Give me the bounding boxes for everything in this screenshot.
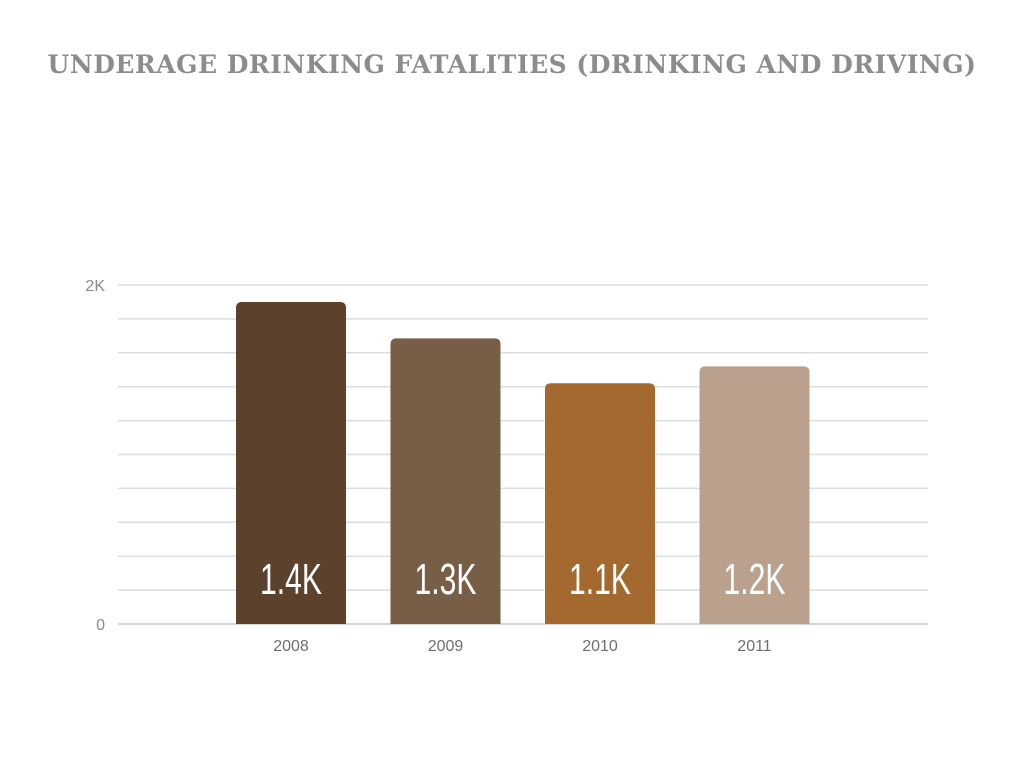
bars — [236, 301, 810, 624]
bar-data-label: 1.1K — [569, 555, 631, 604]
x-tick-label: 2008 — [273, 638, 309, 655]
y-axis: 0 2K — [85, 278, 105, 634]
chart-title: UNDERAGE DRINKING FATALITIES (DRINKING A… — [47, 50, 977, 79]
x-tick-label: 2010 — [582, 638, 618, 655]
bar-2008 — [236, 301, 346, 624]
data-labels: 1.4K 1.3K 1.1K 1.2K — [260, 555, 786, 604]
bar-2011 — [699, 366, 810, 624]
x-tick-label: 2009 — [428, 638, 464, 655]
bar-data-label: 1.4K — [260, 555, 322, 604]
bar-data-label: 1.2K — [724, 555, 786, 604]
x-tick-label: 2011 — [737, 638, 772, 655]
x-axis: 2008 2009 2010 2011 — [273, 638, 772, 655]
bar-data-label: 1.3K — [415, 555, 477, 604]
y-tick-label: 2K — [85, 278, 105, 295]
bar-2009 — [390, 338, 501, 624]
bar-2010 — [545, 383, 655, 624]
y-tick-label: 0 — [96, 617, 105, 634]
